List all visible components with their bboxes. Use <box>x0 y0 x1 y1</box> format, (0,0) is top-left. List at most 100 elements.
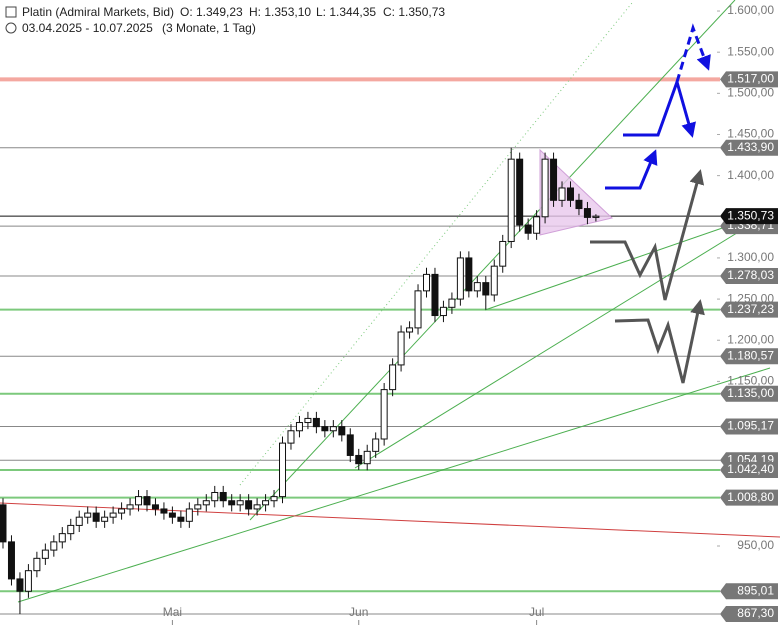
y-tick-label: 1.450,00 <box>727 127 774 141</box>
candle-body <box>151 504 159 510</box>
candle-body <box>431 273 439 317</box>
trend-line <box>0 502 780 538</box>
candle-body <box>295 422 303 432</box>
candle-body <box>219 491 227 502</box>
level-label: 1.278,03 <box>727 268 774 282</box>
candle-body <box>50 541 58 551</box>
candle-body <box>575 199 583 210</box>
trend-line <box>17 367 771 603</box>
candle-body <box>168 512 176 518</box>
candle-body <box>389 364 397 391</box>
candle-body <box>177 516 185 522</box>
level-box <box>720 583 778 600</box>
candle-body <box>228 500 236 506</box>
candle-body <box>338 426 346 436</box>
candle-body <box>439 306 447 317</box>
scenario-arrow <box>605 149 658 190</box>
candle-body <box>287 430 295 444</box>
candle-body <box>101 516 109 522</box>
level-box <box>720 606 778 623</box>
period: (3 Monate, 1 Tag) <box>162 21 256 35</box>
y-tick-label: 1.200,00 <box>727 332 774 346</box>
icon <box>5 6 17 18</box>
candle-body <box>92 512 100 522</box>
candle-body <box>262 500 270 506</box>
high: H: 1.353,10 <box>249 5 311 19</box>
candle-body <box>482 282 490 296</box>
candle-body <box>143 496 151 506</box>
candle-body <box>490 265 498 296</box>
candle-body <box>533 216 541 234</box>
candle-body <box>423 273 430 292</box>
level-box <box>720 268 778 285</box>
candle-body <box>507 158 515 242</box>
x-tick-label: Mai <box>163 605 182 619</box>
channel-line <box>239 2 633 486</box>
level-label: 1.350,73 <box>727 208 774 222</box>
level-box <box>720 71 778 88</box>
scenario-arrow <box>590 169 705 301</box>
scenario-arrow <box>614 299 705 384</box>
low: L: 1.344,35 <box>316 5 376 19</box>
trend-line <box>249 0 736 521</box>
levels <box>0 77 720 615</box>
level-box <box>720 418 778 435</box>
candle-body <box>211 491 219 502</box>
candle-body <box>346 434 354 456</box>
candle-body <box>279 442 287 498</box>
y-tick-label: 1.600,00 <box>727 3 774 17</box>
candle-body <box>109 512 117 518</box>
level-label: 1.135,00 <box>727 386 774 400</box>
level-label: 1.042,40 <box>727 462 774 476</box>
trend-line <box>484 214 761 311</box>
scenario-arrow <box>623 77 696 138</box>
level-box <box>720 301 778 318</box>
candle-body <box>321 426 329 432</box>
icon <box>5 22 17 34</box>
y-tick-label: 1.150,00 <box>727 374 774 388</box>
candle-body <box>160 508 168 514</box>
scenario-arrow <box>675 23 711 83</box>
candle-body <box>456 257 464 300</box>
level-box <box>720 139 778 156</box>
candle-body <box>473 282 481 292</box>
candle-body <box>406 327 414 333</box>
candle-body <box>67 524 75 535</box>
candle-body <box>524 224 532 234</box>
candle-body <box>33 557 41 572</box>
candle-body <box>550 158 558 201</box>
candle-body <box>592 215 600 218</box>
y-tick-label: 1.300,00 <box>727 250 774 264</box>
candle-body <box>372 438 380 452</box>
candle-body <box>118 508 126 514</box>
candle-body <box>566 187 574 201</box>
y-tick-label: 1.550,00 <box>727 44 774 58</box>
candle-body <box>516 158 524 226</box>
candle-body <box>41 549 49 559</box>
candle-body <box>541 158 549 218</box>
candles <box>0 147 600 615</box>
level-label: 1.008,80 <box>727 490 774 504</box>
candle-body <box>465 257 473 292</box>
candle-body <box>185 508 193 522</box>
candle-body <box>24 570 32 592</box>
y-tick-label: 1.400,00 <box>727 168 774 182</box>
level-label: 1.517,00 <box>727 72 774 86</box>
level-label: 1.433,90 <box>727 140 774 154</box>
x-tick-label: Jun <box>349 605 368 619</box>
candle-body <box>499 240 507 267</box>
candle-body <box>202 500 210 506</box>
level-label: 1.180,57 <box>727 348 774 362</box>
candle-body <box>194 504 202 510</box>
candle-body <box>84 512 92 518</box>
level-box <box>720 385 778 402</box>
level-box <box>720 461 778 478</box>
close: C: 1.350,73 <box>383 5 445 19</box>
level-box <box>720 208 778 225</box>
level-label: 1.095,17 <box>727 419 774 433</box>
y-tick-label: 950,00 <box>737 538 774 552</box>
date-range: 03.04.2025 - 10.07.2025 <box>22 21 153 35</box>
drawings <box>0 0 780 603</box>
